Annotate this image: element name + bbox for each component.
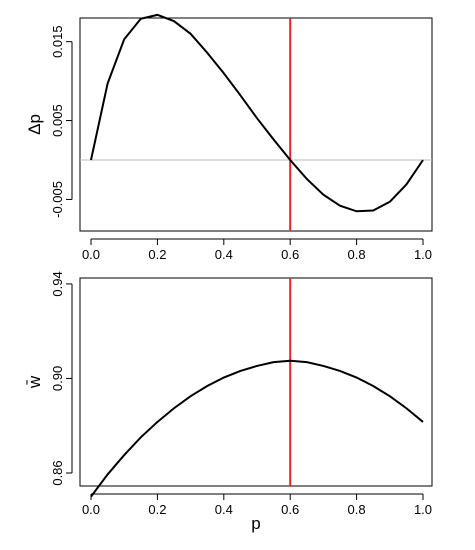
x-tick-label: 0.0 <box>82 502 100 517</box>
y-axis: -0.005 0.005 0.015 <box>50 25 73 218</box>
x-tick-label: 0.8 <box>348 247 366 262</box>
x-tick-label: 0.6 <box>281 502 299 517</box>
x-tick-label: 0.0 <box>82 247 100 262</box>
series-line <box>90 359 424 498</box>
x-tick-label: 0.4 <box>215 502 233 517</box>
y-axis-label: w̄ <box>25 375 44 389</box>
x-axis: 0.0 0.2 0.4 0.6 0.8 1.0 <box>82 238 432 262</box>
y-axis: 0.86 0.90 0.94 <box>50 271 73 486</box>
y-tick-label: 0.015 <box>50 25 65 58</box>
delta-p-panel: 0.0 0.2 0.4 0.6 0.8 1.0 -0.005 0.005 0.015 Δp <box>25 13 433 262</box>
x-tick-label: 0.2 <box>148 247 166 262</box>
x-axis-label: p <box>251 514 260 533</box>
x-tick-label: 0.8 <box>348 502 366 517</box>
x-tick-label: 1.0 <box>414 502 432 517</box>
x-tick-label: 0.6 <box>281 247 299 262</box>
y-tick-label: 0.94 <box>50 271 65 296</box>
y-axis-label: Δp <box>25 114 44 135</box>
series-line <box>90 13 424 213</box>
y-tick-label: 0.90 <box>50 366 65 391</box>
x-tick-label: 0.2 <box>148 502 166 517</box>
plot-frame <box>79 17 433 232</box>
x-axis: 0.0 0.2 0.4 0.6 0.8 1.0 <box>82 493 432 517</box>
x-tick-label: 0.4 <box>215 247 233 262</box>
y-tick-label: -0.005 <box>50 181 65 218</box>
y-tick-label: 0.86 <box>50 460 65 485</box>
mean-fitness-panel: 0.0 0.2 0.4 0.6 0.8 1.0 0.86 0.90 0.94 w̄ p <box>25 271 433 533</box>
reference-lines <box>80 18 432 231</box>
x-tick-label: 1.0 <box>414 247 432 262</box>
plot-frame <box>79 277 433 487</box>
y-tick-label: 0.005 <box>50 104 65 137</box>
